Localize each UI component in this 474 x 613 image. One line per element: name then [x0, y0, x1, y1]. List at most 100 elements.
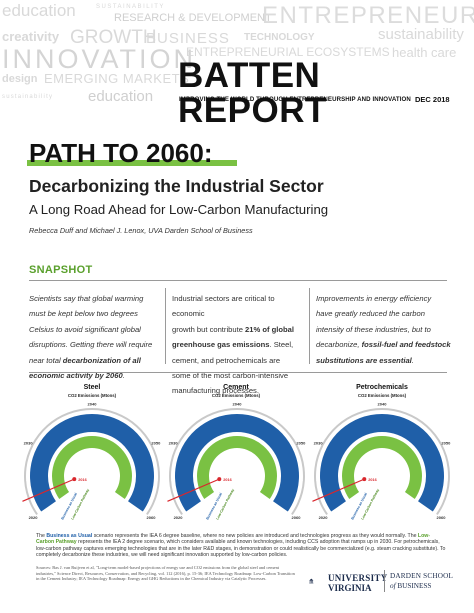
- gauge-tick: [57, 419, 61, 424]
- gauge-needle: [167, 478, 220, 502]
- gauge-scale-label: 2030: [169, 440, 179, 445]
- report-title: BATTEN REPORT: [178, 56, 327, 130]
- gauge-marker-label: 2016: [368, 478, 376, 482]
- column-line: growth but contribute 21% of global: [172, 322, 307, 337]
- cloud-word: sustainability: [378, 26, 464, 43]
- report-tagline: IMPROVING THE WORLD THROUGH ENTREPRENEUR…: [179, 96, 411, 103]
- column-line: near total decarbonization of all: [29, 353, 165, 368]
- gauge-scale-label: 2030: [24, 440, 34, 445]
- cloud-word: TECHNOLOGY: [244, 32, 315, 43]
- column-line: some of the most carbon-intensive: [172, 371, 289, 381]
- column-emphasis: 21% of global: [245, 324, 294, 334]
- gauge-unit-steel: CO2 Emissions (Mtons): [67, 393, 117, 398]
- darden-wordmark-line2: of BUSINESS: [390, 582, 431, 590]
- gauge-tick: [178, 445, 183, 448]
- gauge-tick: [327, 511, 332, 515]
- gauge-scale-label: 2020: [174, 515, 184, 520]
- gauge-tick: [287, 511, 292, 515]
- gauge-tick: [202, 419, 206, 424]
- gauge-needle: [312, 478, 365, 502]
- gauge-center: [211, 450, 263, 502]
- gauge-scale-label: 2040: [378, 402, 388, 407]
- scenario-note: The Business as Usual scenario represent…: [36, 533, 446, 559]
- article-subtitle-secondary: A Long Road Ahead for Low-Carbon Manufac…: [29, 202, 329, 217]
- gauge-unit-cement: CO2 Emissions (Mtons): [211, 393, 261, 398]
- section-heading: SNAPSHOT: [29, 264, 93, 276]
- cloud-word: ENTREPRENEURSHIP: [262, 2, 474, 29]
- cloud-word: RESEARCH & DEVELOPMENT: [114, 12, 272, 24]
- divider: [29, 280, 447, 281]
- bau-band: [29, 414, 154, 512]
- column-text: .: [122, 371, 125, 381]
- note-text: scenario represents the IEA 6 degree bas…: [92, 533, 418, 539]
- bau-band: [175, 414, 299, 512]
- bau-band: [320, 414, 444, 512]
- lcp-band: [52, 436, 132, 499]
- gauge-scale-label: 2050: [151, 440, 161, 445]
- gauge-tick: [268, 419, 272, 424]
- gauge-scale-label: 2030: [314, 440, 324, 445]
- column-emphasis: substitutions are essential: [316, 355, 412, 365]
- gauge-scale-label: 2020: [319, 515, 329, 520]
- gauge-scale-label: 2050: [441, 440, 451, 445]
- darden-of: of: [390, 582, 396, 590]
- lcp-band: [342, 436, 422, 499]
- column-emphasis: fossil-fuel and feedstock: [361, 340, 451, 350]
- gauge-tick: [37, 511, 42, 515]
- column-text: . Steel,: [269, 340, 294, 350]
- gauge-tick: [182, 511, 187, 515]
- snapshot-column-3: Improvements in energy efficiency have g…: [316, 291, 456, 368]
- snapshot-column-2: Industrial sectors are critical to econo…: [172, 291, 307, 399]
- column-divider: [309, 288, 310, 364]
- gauge-title-petrochemicals: Petrochemicals: [356, 384, 408, 391]
- gauge-tick: [33, 445, 38, 448]
- uva-wordmark-line2: VIRGINIA: [328, 583, 372, 593]
- cloud-word: creativity: [2, 29, 60, 44]
- column-line: decarbonize, fossil-fuel and feedstock: [316, 337, 456, 352]
- gauge-marker-label: 2016: [223, 478, 231, 482]
- cloud-word: education: [88, 88, 154, 105]
- gauge-tick: [291, 445, 296, 448]
- sources-note: Sources: Bas J. van Ruijven et al, "Long…: [36, 565, 295, 581]
- column-line: substitutions are essential.: [316, 353, 456, 368]
- darden-wordmark-line1: DARDEN SCHOOL: [390, 572, 454, 580]
- note-bau: Business as Usual: [46, 533, 93, 539]
- cloud-word: design: [2, 73, 38, 85]
- column-line: Celsius to avoid significant global: [29, 324, 141, 334]
- note-lcp: Low-Carbon Pathway: [36, 533, 431, 546]
- article-subtitle: Decarbonizing the Industrial Sector: [29, 176, 324, 196]
- gauge-scale-label: 2060: [292, 515, 302, 520]
- gauge-marker-label: 2016: [78, 478, 86, 482]
- gauge-scale-label: 2020: [29, 515, 39, 520]
- article-authors: Rebecca Duff and Michael J. Lenox, UVA D…: [29, 226, 253, 235]
- gauge-petrochemicals: 2020 2030 2040 2050 2060 2016 Business as Usua…: [307, 398, 457, 532]
- gauge-scale-label: 2040: [88, 402, 98, 407]
- column-text: .: [411, 355, 414, 365]
- column-emphasis: decarbonization of all: [62, 355, 141, 365]
- gauge-tick: [432, 511, 437, 515]
- column-text: growth but contribute: [172, 324, 246, 334]
- cloud-word: health care: [392, 45, 457, 60]
- column-line: disruptions. Getting there will require: [29, 340, 153, 350]
- cloud-word: sustainability: [2, 94, 54, 100]
- gauge-scale-label: 2050: [296, 440, 306, 445]
- column-divider: [165, 288, 166, 364]
- column-line: Improvements in energy efficiency: [316, 294, 432, 303]
- cloud-word: EMERGING MARKETS: [44, 71, 190, 86]
- gauge-unit-petrochemicals: CO2 Emissions (Mtons): [357, 393, 407, 398]
- cloud-word: education: [2, 1, 76, 20]
- note-text: represents the IEA 2 degree scenario, wh…: [36, 539, 446, 559]
- gauge-center: [66, 450, 118, 502]
- report-date: DEC 2018: [415, 95, 450, 104]
- cloud-word: INNOVATION: [2, 44, 197, 74]
- gauge-needle: [22, 478, 75, 502]
- column-emphasis: greenhouse gas emissions: [172, 340, 270, 350]
- logo-divider: [384, 570, 385, 592]
- uva-wordmark-line1: UNIVERSITY: [328, 573, 388, 583]
- column-line: cement, and petrochemicals are: [172, 355, 281, 365]
- snapshot-column-1: Scientists say that global warming must …: [29, 291, 165, 383]
- gauge-needle-tip: [72, 477, 77, 482]
- gauge-steel: 2020 2030 2040 2050 2060 2016 Business as Usua…: [17, 398, 167, 532]
